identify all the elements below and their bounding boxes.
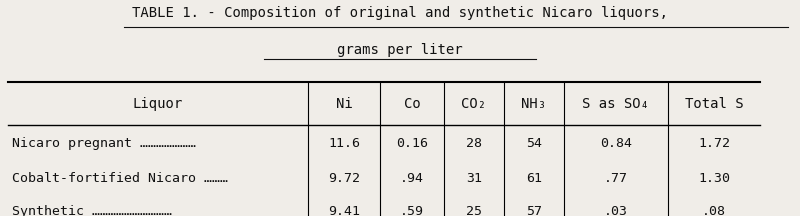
Text: 25: 25: [466, 205, 482, 216]
Text: NH₃: NH₃: [522, 97, 546, 111]
Text: 1.30: 1.30: [698, 172, 730, 185]
Text: Cobalt-fortified Nicaro ………: Cobalt-fortified Nicaro ………: [12, 172, 228, 185]
Text: .03: .03: [604, 205, 628, 216]
Text: 9.72: 9.72: [328, 172, 360, 185]
Text: TABLE 1. - Composition of original and synthetic Nicaro liquors,: TABLE 1. - Composition of original and s…: [132, 6, 668, 21]
Text: Co: Co: [404, 97, 420, 111]
Text: Synthetic …………………………: Synthetic …………………………: [12, 205, 172, 216]
Text: .08: .08: [702, 205, 726, 216]
Text: 61: 61: [526, 172, 542, 185]
Text: 31: 31: [466, 172, 482, 185]
Text: Ni: Ni: [336, 97, 352, 111]
Text: Nicaro pregnant …………………: Nicaro pregnant …………………: [12, 137, 196, 150]
Text: .59: .59: [400, 205, 424, 216]
Text: 1.72: 1.72: [698, 137, 730, 150]
Text: 0.84: 0.84: [600, 137, 632, 150]
Text: .94: .94: [400, 172, 424, 185]
Text: CO₂: CO₂: [462, 97, 486, 111]
Text: 0.16: 0.16: [396, 137, 428, 150]
Text: 57: 57: [526, 205, 542, 216]
Text: 54: 54: [526, 137, 542, 150]
Text: S as SO₄: S as SO₄: [582, 97, 650, 111]
Text: 28: 28: [466, 137, 482, 150]
Text: 11.6: 11.6: [328, 137, 360, 150]
Text: .77: .77: [604, 172, 628, 185]
Text: Liquor: Liquor: [133, 97, 183, 111]
Text: 9.41: 9.41: [328, 205, 360, 216]
Text: grams per liter: grams per liter: [337, 43, 463, 57]
Text: Total S: Total S: [685, 97, 743, 111]
